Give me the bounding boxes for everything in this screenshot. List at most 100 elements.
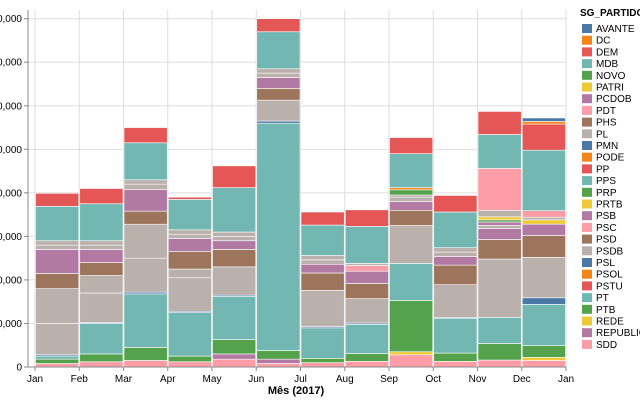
bar-segment-dec-phs [521,235,566,258]
x-tick-label: Apr [160,374,176,385]
bar-segment-apr-psdb [167,277,212,312]
legend-swatch [582,281,592,291]
bar-segment-may-pps [212,187,257,233]
legend-swatch [582,117,592,127]
bar-segment-jun-psb [256,77,301,89]
bar-segment-feb-sdd [79,361,124,368]
bar-segment-jan-psb [35,249,80,274]
legend-label: PMN [596,141,618,152]
y-tick-label: 0,000 [0,232,22,243]
legend-swatch [582,316,592,326]
legend-swatch [582,164,592,174]
bar-segment-may-pl [212,236,257,242]
legend-swatch [582,293,592,303]
bar-segment-jan-pp [35,192,80,207]
x-tick-label: Sep [380,374,398,385]
bar-segment-oct-ptb [433,352,478,362]
bar-segment-apr-pp [167,196,212,200]
bar-segment-jul-psdb [300,290,345,327]
bar-segment-jul-psdb [300,255,345,261]
bar-segment-feb-pt [79,323,124,355]
bar-segment-dec-pmn [521,117,566,122]
legend-label: PSDB [596,246,624,257]
bar-segment-may-pp [212,165,257,188]
legend-label: PODE [596,153,625,164]
x-tick-label: Feb [71,374,89,385]
legend-swatch [582,269,592,279]
bar-segment-may-sdd [212,358,257,368]
bar-segment-oct-pt [433,317,478,354]
legend-label: MDB [596,59,619,70]
bar-segment-jan-pl [35,244,80,250]
legend-label: PPS [596,176,616,187]
bar-segment-jan-phs [35,273,80,289]
bar-segment-mar-psdb [123,257,168,293]
bar-segment-nov-pcdob [477,221,522,226]
legend-swatch [582,234,592,244]
x-axis-title: Mês (2017) [268,385,325,397]
legend-swatch [582,211,592,221]
bar-segment-sep-phs [389,209,434,226]
y-tick-label: 0,000 [0,319,22,330]
bar-segment-jun-pl [256,72,301,78]
bar-segment-may-psdb [212,266,257,296]
bar-segment-sep-pt [389,263,434,301]
bar-segment-jul-pps [300,224,345,256]
legend-label: PL [596,129,609,140]
bar-segment-may-ptb [212,339,257,355]
legend-swatch [582,35,592,45]
legend-swatch [582,199,592,209]
x-tick-label: May [203,374,222,385]
bar-segment-nov-psdb [477,209,522,218]
bar-segment-jun-psdb [256,68,301,74]
legend-label: REDE [596,317,624,328]
bar-segment-dec-pps [521,149,566,212]
legend-swatch [582,258,592,267]
bar-segment-aug-pps [344,226,389,264]
bar-segment-may-psb [212,353,257,360]
bar-segment-apr-psb [167,238,212,252]
bar-segment-aug-psc [344,265,389,272]
bar-segment-jan-psdb [35,323,80,356]
legend-swatch [582,24,592,33]
bar-segment-dec-pt [521,304,566,346]
bar-segment-mar-sdd [123,360,168,368]
bar-segment-jan-psdb [35,240,80,246]
bar-segment-dec-psc [521,210,566,218]
legend-swatch [582,94,592,104]
bar-segment-sep-psb [389,201,434,211]
bar-segment-sep-novo [389,189,434,196]
bar-segment-oct-psdb [433,247,478,253]
legend-swatch [582,304,592,314]
bar-segment-jun-psb [256,358,301,364]
bar-segment-jan-ptb [35,358,80,364]
bar-segment-may-psb [212,240,257,250]
bar-segment-jun-ptb [256,350,301,360]
bar-segment-aug-psb [344,270,389,284]
legend-label: REPUBLICANOS [596,328,640,339]
legend-title: SG_PARTIDO [580,8,640,19]
legend-label: PSL [596,258,615,269]
bar-segment-sep-pp [389,137,434,154]
x-tick-label: Jan [558,374,574,385]
x-tick-label: Jul [294,374,307,385]
bar-segment-nov-novo [477,219,522,223]
bar-segment-feb-psb [79,249,124,263]
bar-segment-nov-patri [477,216,522,221]
bar-segment-feb-pl [79,244,124,250]
bar-segment-jul-phs [300,272,345,291]
legend-swatch [582,187,592,197]
y-tick-label: 0,000 [0,101,22,112]
bar-segment-jan-pt [35,355,80,360]
bar-segment-aug-pt [344,324,389,354]
bar-segment-sep-psdb [389,194,434,198]
bar-segment-nov-sdd [477,359,522,368]
bar-segment-mar-pt [123,293,168,348]
legend-swatch [582,82,592,92]
bar-segment-mar-ptb [123,347,168,361]
legend-label: AVANTE [596,24,635,35]
bar-segment-mar-pps [123,142,168,181]
bar-segment-dec-pmn [521,297,566,305]
bar-segment-nov-psc [477,168,522,211]
legend: AVANTEDCDEMMDBNOVOPATRIPCDOBPDTPHSPLPMNP… [582,24,640,351]
